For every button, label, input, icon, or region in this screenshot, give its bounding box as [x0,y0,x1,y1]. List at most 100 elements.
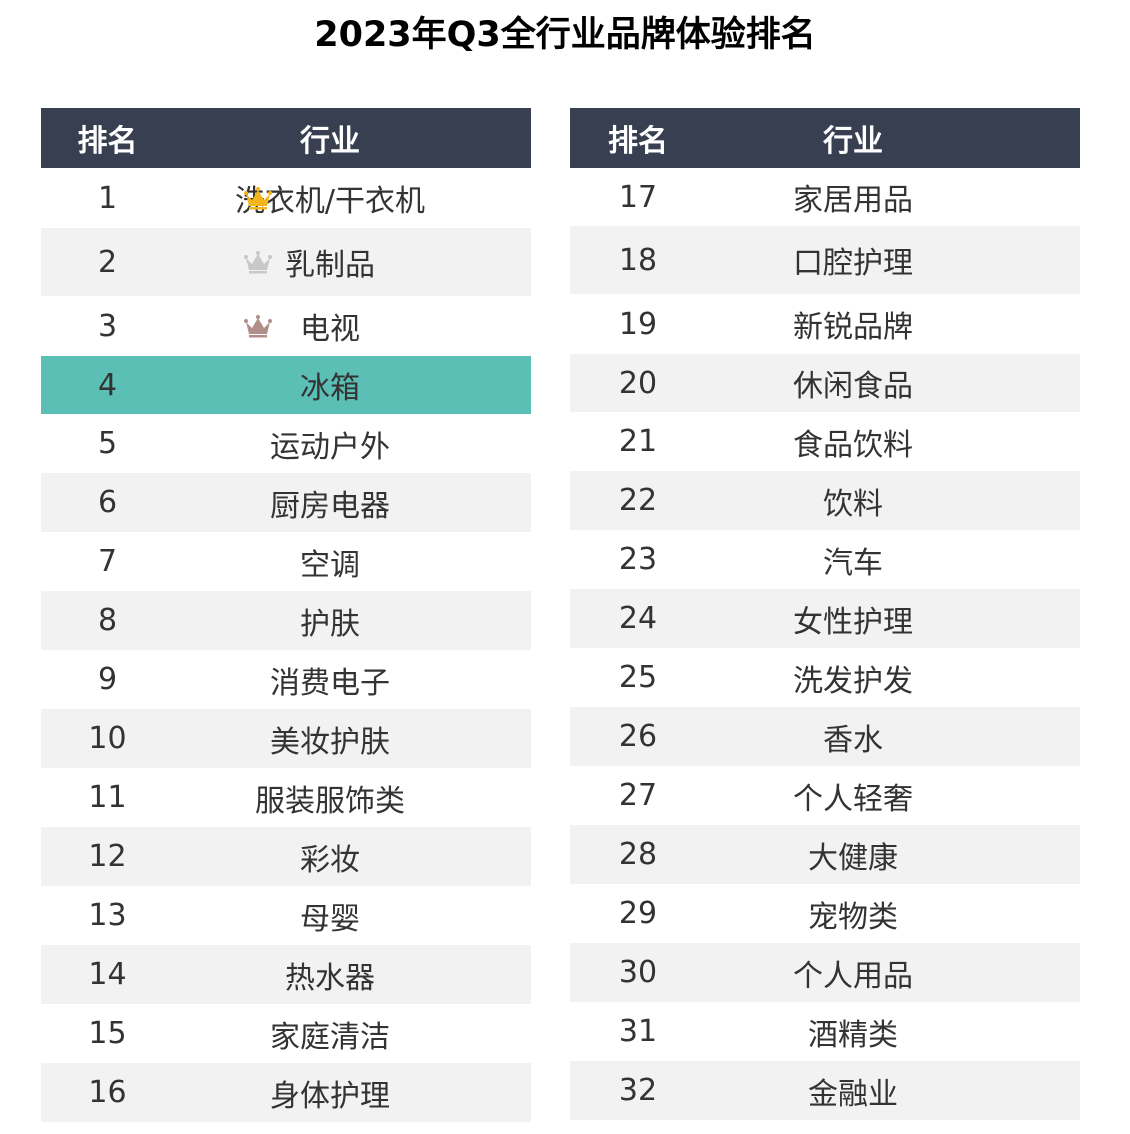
industry-cell: 宠物类 [706,892,1080,936]
rank-cell: 29 [618,896,658,931]
industry-cell: 洗发护发 [706,656,1080,700]
rank-cell: 19 [618,306,658,342]
industry-cell: 家庭清洁 [174,1012,531,1056]
industry-label: 饮料 [823,486,883,522]
ranking-table-left: 排名 行业 1 洗衣机/干衣机 2 乳制品 3 电视 4 冰箱 5 运动户外 6 厨房电器 7 空调 8 护肤… [41,108,531,1122]
rank-cell: 3 [97,308,118,344]
industry-cell: 个人用品 [706,951,1080,995]
industry-label: 电视 [300,312,360,347]
table-row: 32 金融业 [570,1061,1080,1120]
rank-cell: 16 [88,1075,127,1110]
rank-cell: 5 [97,426,118,461]
industry-cell: 母婴 [174,894,531,938]
industry-cell: 美妆护肤 [174,717,531,761]
bronze-crown-icon [244,315,272,338]
table-row: 7 空调 [41,532,531,591]
industry-label: 大健康 [808,840,898,876]
table-row: 24 女性护理 [570,589,1080,648]
table-row: 30 个人用品 [570,943,1080,1002]
industry-cell: 乳制品 [174,240,531,284]
industry-cell: 空调 [174,540,531,584]
industry-cell: 香水 [706,715,1080,759]
industry-label: 新锐品牌 [793,310,913,345]
chart-title: 2023年Q3全行业品牌体验排名 [314,15,816,55]
rank-cell: 13 [88,898,127,933]
table-row: 10 美妆护肤 [41,709,531,768]
table-row: 19 新锐品牌 [570,294,1080,354]
industry-label: 运动户外 [270,429,390,465]
table-row: 1 洗衣机/干衣机 [41,168,531,228]
table-row: 16 身体护理 [41,1063,531,1122]
table-row: 23 汽车 [570,530,1080,589]
industry-cell: 新锐品牌 [706,302,1080,346]
industry-label: 服装服饰类 [255,783,405,819]
industry-cell: 汽车 [706,538,1080,582]
industry-cell: 服装服饰类 [174,776,531,820]
industry-label: 身体护理 [270,1078,390,1114]
rank-cell: 1 [97,180,118,216]
table-row: 11 服装服饰类 [41,768,531,827]
industry-label: 家居用品 [793,183,913,218]
rank-cell: 7 [97,544,118,579]
rank-cell: 28 [618,837,658,872]
rank-cell: 22 [618,483,658,518]
header-rank: 排名 [77,124,138,159]
rank-cell: 11 [88,780,127,815]
table-row: 18 口腔护理 [570,226,1080,294]
rank-cell: 12 [88,839,127,874]
industry-label: 家庭清洁 [270,1019,390,1055]
industry-cell: 个人轻奢 [706,774,1080,818]
header-rank: 排名 [608,124,668,159]
industry-label: 美妆护肤 [270,724,390,760]
industry-label: 口腔护理 [793,246,913,281]
silver-crown-icon [244,251,272,274]
industry-label: 个人轻奢 [793,781,913,817]
table-row: 3 电视 [41,296,531,356]
table-row: 25 洗发护发 [570,648,1080,707]
header-industry: 行业 [823,124,883,159]
industry-cell: 食品饮料 [706,420,1080,464]
industry-cell: 护肤 [174,599,531,643]
table-row: 29 宠物类 [570,884,1080,943]
industry-cell: 运动户外 [174,422,531,466]
industry-cell: 酒精类 [706,1010,1080,1054]
rank-cell: 25 [618,660,658,695]
gold-crown-icon [244,187,272,210]
industry-label: 香水 [823,722,883,758]
industry-cell: 金融业 [706,1069,1080,1113]
table-row: 26 香水 [570,707,1080,766]
rank-cell: 17 [618,179,658,215]
industry-label: 女性护理 [793,604,913,640]
industry-cell: 身体护理 [174,1071,531,1115]
header-industry: 行业 [300,124,360,159]
rank-cell: 21 [618,424,658,459]
table-row: 14 热水器 [41,945,531,1004]
table-row: 2 乳制品 [41,228,531,296]
industry-label: 护肤 [300,606,360,642]
rank-cell: 26 [618,719,658,754]
industry-label: 酒精类 [808,1017,898,1053]
industry-cell: 饮料 [706,479,1080,523]
rank-cell: 2 [97,244,118,280]
table-body: 1 洗衣机/干衣机 2 乳制品 3 电视 4 冰箱 5 运动户外 6 厨房电器 7 空调 8 护肤 9 消费电子 1… [41,168,531,1122]
table-row: 22 饮料 [570,471,1080,530]
industry-cell: 热水器 [174,953,531,997]
industry-label: 厨房电器 [270,488,390,524]
table-row: 9 消费电子 [41,650,531,709]
rank-cell: 4 [97,367,118,403]
rank-cell: 9 [97,662,118,697]
industry-cell: 家居用品 [706,175,1080,219]
industry-label: 乳制品 [285,248,375,283]
industry-label: 空调 [300,547,360,583]
industry-cell: 女性护理 [706,597,1080,641]
rank-cell: 15 [88,1016,127,1051]
industry-label: 热水器 [285,960,375,996]
table-row: 27 个人轻奢 [570,766,1080,825]
ranking-table-right: 排名 行业 17 家居用品 18 口腔护理 19 新锐品牌 20 休闲食品 21 食品饮料 22 饮料… [570,108,1080,1120]
rank-cell: 14 [88,957,127,992]
table-row: 15 家庭清洁 [41,1004,531,1063]
industry-cell: 消费电子 [174,658,531,702]
table-row: 4 冰箱 [41,356,531,414]
industry-label: 金融业 [808,1076,898,1112]
rank-cell: 18 [618,242,658,278]
